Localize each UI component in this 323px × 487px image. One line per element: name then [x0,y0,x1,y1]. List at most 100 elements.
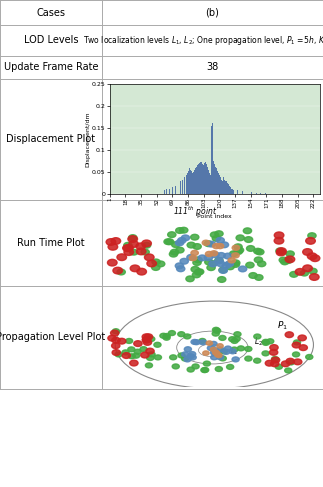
Circle shape [214,353,221,356]
Circle shape [219,267,227,273]
Circle shape [216,238,224,243]
Circle shape [147,260,157,267]
Circle shape [274,232,284,239]
Circle shape [223,349,230,355]
Circle shape [189,352,196,356]
Text: Update Frame Rate: Update Frame Rate [4,62,98,72]
Circle shape [232,260,240,266]
Circle shape [168,331,175,336]
Circle shape [122,350,129,355]
Circle shape [210,341,217,346]
Circle shape [214,328,221,333]
Circle shape [207,265,215,270]
Circle shape [285,368,292,373]
Circle shape [194,269,203,275]
Bar [218,173,219,194]
Circle shape [198,255,206,261]
Circle shape [108,244,118,250]
Circle shape [232,253,239,258]
Circle shape [136,243,145,250]
Circle shape [184,347,192,352]
Text: $P_1$: $P_1$ [277,320,287,333]
Circle shape [108,335,116,341]
Circle shape [228,258,235,263]
Bar [184,177,185,194]
Text: Cases: Cases [36,8,65,18]
Circle shape [234,244,242,250]
Bar [246,191,247,194]
Circle shape [130,249,138,255]
Circle shape [217,261,225,266]
Bar [214,164,215,194]
Circle shape [195,269,204,275]
Circle shape [129,235,137,241]
Circle shape [144,254,154,261]
Bar [191,171,192,194]
Bar [219,175,220,194]
Text: Run Time Plot: Run Time Plot [17,238,85,248]
Circle shape [229,349,236,354]
Text: Propagation Level Plot: Propagation Level Plot [0,333,106,342]
Bar [220,177,221,194]
Circle shape [177,266,185,272]
Circle shape [157,261,165,267]
Circle shape [160,333,167,338]
Bar [233,190,234,194]
Circle shape [175,240,184,245]
Circle shape [286,251,294,257]
Circle shape [142,240,151,247]
Circle shape [276,248,284,254]
Circle shape [140,347,147,352]
Circle shape [143,339,151,345]
Circle shape [210,251,218,256]
Circle shape [181,235,190,241]
Bar [215,167,216,194]
Circle shape [281,361,290,367]
Circle shape [211,350,218,355]
Circle shape [243,228,252,234]
Bar [228,184,229,194]
Circle shape [129,241,139,247]
Circle shape [216,355,224,360]
Circle shape [187,354,194,358]
Bar [213,123,214,194]
Circle shape [246,245,255,251]
Circle shape [187,255,195,260]
Bar [198,164,199,194]
Circle shape [189,256,197,261]
Circle shape [202,368,209,373]
Circle shape [176,227,184,233]
Bar [205,162,206,194]
Circle shape [217,347,224,352]
Circle shape [233,337,240,341]
Text: Two localization levels $L_1$, $L_2$; One propagation level, $P_1 = 5h$, $K_1 = : Two localization levels $L_1$, $L_2$; On… [82,34,323,47]
Bar [260,193,261,194]
Circle shape [193,340,200,345]
Bar [237,190,238,194]
Circle shape [207,346,214,351]
Circle shape [254,358,261,363]
Circle shape [216,353,222,357]
Circle shape [232,245,240,250]
Circle shape [217,344,223,348]
Circle shape [236,235,245,241]
Circle shape [307,253,317,260]
Circle shape [194,257,202,262]
Bar [175,186,176,194]
Circle shape [108,260,117,266]
Circle shape [142,334,151,339]
Circle shape [191,234,199,240]
Circle shape [124,249,133,256]
Circle shape [285,256,295,262]
Circle shape [178,238,186,243]
Bar [256,192,257,194]
Circle shape [212,236,221,241]
Circle shape [186,276,194,281]
Circle shape [267,339,274,344]
Circle shape [293,352,300,357]
Circle shape [146,348,154,354]
Bar [166,189,167,194]
Circle shape [286,358,295,364]
Circle shape [309,268,317,274]
Circle shape [115,352,122,357]
